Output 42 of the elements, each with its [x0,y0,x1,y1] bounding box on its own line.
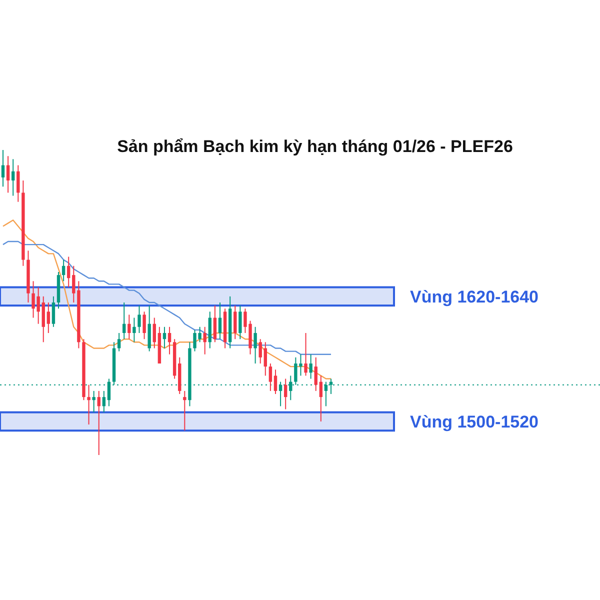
candlestick [46,302,50,334]
candlestick [218,302,222,340]
candlestick [258,338,262,364]
candlestick [152,317,156,349]
candlestick [117,332,121,352]
band-label: Vùng 1500-1520 [410,412,539,432]
candlestick [314,356,318,392]
candlestick [107,378,111,407]
candlestick [284,378,288,410]
candlestick [309,354,312,380]
candlestick [138,305,141,334]
candlestick [6,156,10,194]
band-label: Vùng 1620-1640 [410,287,539,306]
candlestick [203,326,206,355]
chart-title: Sản phẩm Bạch kim kỳ hạn tháng 01/26 - PLEF26 [117,137,513,156]
candlestick [304,332,308,376]
candlestick [213,305,217,343]
candlestick [128,314,131,340]
candlestick [102,390,106,413]
candlestick [238,305,242,340]
candlestick [122,302,126,340]
candlestick [72,265,76,303]
candlestick [264,342,267,376]
candlestick [1,150,5,188]
candlestick [11,158,15,196]
candlestick [97,390,100,456]
candlestick [62,259,66,282]
candlestick [162,326,166,349]
candlestick [254,326,257,364]
candlestick [168,326,172,355]
candlestick [52,296,56,328]
candlestick [132,317,136,343]
candlestick [234,305,237,340]
candlestick [87,384,90,425]
candlestick [67,256,70,288]
candlestick [16,164,20,202]
candlestick [268,363,272,392]
candlestick [92,390,96,413]
candlestick [142,311,146,340]
candlestick [319,375,323,422]
candlestick [183,390,186,432]
candlestick [274,369,278,394]
